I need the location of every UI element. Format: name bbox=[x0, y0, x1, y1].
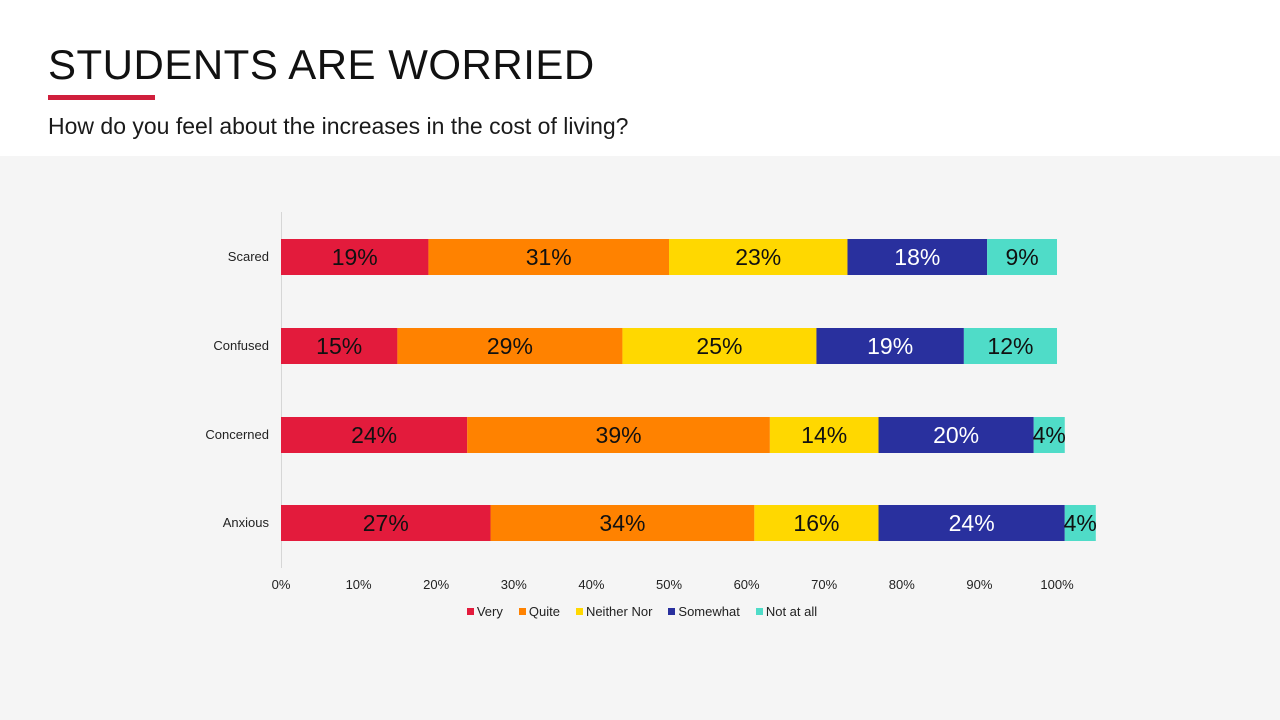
data-label-confused-quite: 29% bbox=[487, 333, 533, 359]
bar-anxious-neither-nor bbox=[754, 505, 879, 541]
x-tick-label: 70% bbox=[811, 577, 837, 592]
bar-anxious-quite bbox=[490, 505, 755, 541]
data-label-scared-somewhat: 18% bbox=[894, 244, 940, 270]
x-tick-label: 20% bbox=[423, 577, 449, 592]
bar-anxious-not-at-all bbox=[1064, 505, 1096, 541]
x-tick-label: 0% bbox=[272, 577, 291, 592]
chart-area: Scared 19% 31% 23% 18% 9% Confused 15% 29% 25% 19%… bbox=[0, 156, 1280, 720]
data-label-concerned-quite: 39% bbox=[596, 422, 642, 448]
data-label-concerned-neither-nor: 14% bbox=[801, 422, 847, 448]
legend-item-neither-nor: Neither Nor bbox=[575, 604, 653, 619]
data-label-concerned-not-at-all: 4% bbox=[1033, 422, 1066, 448]
legend-swatch-not-at-all bbox=[755, 608, 763, 615]
x-tick-label: 50% bbox=[656, 577, 682, 592]
page-title: STUDENTS ARE WORRIED bbox=[48, 41, 595, 88]
legend-item-somewhat: Somewhat bbox=[668, 604, 740, 619]
data-label-anxious-very: 27% bbox=[363, 510, 409, 536]
data-label-anxious-neither-nor: 16% bbox=[793, 510, 839, 536]
data-label-anxious-quite: 34% bbox=[599, 510, 645, 536]
x-tick-label: 40% bbox=[578, 577, 604, 592]
data-label-scared-not-at-all: 9% bbox=[1005, 244, 1038, 270]
legend-swatch-neither-nor bbox=[575, 608, 583, 615]
legend-swatch-very bbox=[466, 608, 474, 615]
legend-label-somewhat: Somewhat bbox=[678, 604, 740, 619]
stacked-bar-chart: Scared 19% 31% 23% 18% 9% Confused 15% 29% 25% 19%… bbox=[205, 212, 1097, 592]
legend-label-not-at-all: Not at all bbox=[765, 604, 818, 619]
legend-label-quite: Quite bbox=[528, 604, 560, 619]
legend-label-very: Very bbox=[476, 604, 503, 619]
bar-concerned-not-at-all bbox=[1033, 417, 1065, 453]
chart-legend: Very Quite Neither Nor Somewhat Not at all bbox=[0, 604, 1280, 619]
x-tick-label: 30% bbox=[501, 577, 527, 592]
x-tick-label: 80% bbox=[889, 577, 915, 592]
x-tick-label: 90% bbox=[966, 577, 992, 592]
data-label-anxious-somewhat: 24% bbox=[949, 510, 995, 536]
bar-concerned-quite bbox=[467, 417, 770, 453]
data-label-scared-quite: 31% bbox=[526, 244, 572, 270]
category-label-anxious: Anxious bbox=[223, 515, 270, 530]
data-label-anxious-not-at-all: 4% bbox=[1064, 510, 1097, 536]
data-label-scared-very: 19% bbox=[332, 244, 378, 270]
legend-swatch-somewhat bbox=[668, 608, 676, 615]
bar-scared-not-at-all bbox=[987, 239, 1057, 275]
bar-confused-very bbox=[281, 328, 398, 364]
x-tick-label: 100% bbox=[1040, 577, 1074, 592]
bar-scared-somewhat bbox=[847, 239, 988, 275]
legend-item-very: Very bbox=[466, 604, 503, 619]
category-label-confused: Confused bbox=[213, 338, 269, 353]
bar-anxious-somewhat bbox=[878, 505, 1065, 541]
bar-confused-not-at-all bbox=[963, 328, 1057, 364]
data-label-concerned-somewhat: 20% bbox=[933, 422, 979, 448]
x-tick-label: 10% bbox=[346, 577, 372, 592]
data-label-confused-somewhat: 19% bbox=[867, 333, 913, 359]
chart-subtitle: How do you feel about the increases in t… bbox=[48, 113, 629, 139]
bar-confused-neither-nor bbox=[622, 328, 817, 364]
data-label-confused-neither-nor: 25% bbox=[696, 333, 742, 359]
x-tick-label: 60% bbox=[734, 577, 760, 592]
bar-confused-quite bbox=[397, 328, 623, 364]
header: STUDENTS ARE WORRIED How do you feel abo… bbox=[0, 0, 1280, 156]
data-label-confused-very: 15% bbox=[316, 333, 362, 359]
bar-scared-very bbox=[281, 239, 429, 275]
legend-label-neither-nor: Neither Nor bbox=[585, 604, 653, 619]
bar-concerned-very bbox=[281, 417, 468, 453]
bar-scared-quite bbox=[428, 239, 669, 275]
bar-anxious-very bbox=[281, 505, 491, 541]
data-label-confused-not-at-all: 12% bbox=[987, 333, 1033, 359]
data-label-scared-neither-nor: 23% bbox=[735, 244, 781, 270]
legend-item-quite: Quite bbox=[518, 604, 560, 619]
bar-confused-somewhat bbox=[816, 328, 964, 364]
category-label-concerned: Concerned bbox=[205, 427, 269, 442]
legend-swatch-quite bbox=[518, 608, 526, 615]
category-label-scared: Scared bbox=[228, 249, 269, 264]
bar-scared-neither-nor bbox=[669, 239, 848, 275]
legend-item-not-at-all: Not at all bbox=[755, 604, 818, 619]
bar-concerned-somewhat bbox=[878, 417, 1034, 453]
title-accent-bar bbox=[48, 95, 155, 100]
data-label-concerned-very: 24% bbox=[351, 422, 397, 448]
bar-concerned-neither-nor bbox=[769, 417, 879, 453]
